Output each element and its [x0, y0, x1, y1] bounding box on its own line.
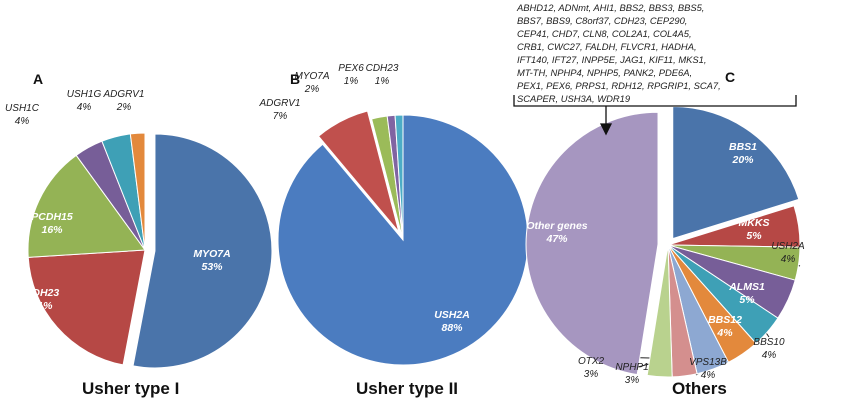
other-genes-line: CEP41, CHD7, CLN8, COL2A1, COL4A5,	[517, 28, 692, 39]
slice-value-others-other-genes: 47%	[545, 233, 568, 245]
slice-value-others-vps13b: 4%	[701, 370, 716, 381]
slice-label-usher-type-1-ush1g: USH1G	[67, 89, 102, 100]
slice-value-usher-type-1-ush1g: 4%	[77, 102, 92, 113]
slice-label-others-otx2: OTX2	[578, 356, 605, 367]
slice-value-usher-type-1-adgrv1: 2%	[116, 102, 132, 113]
pie-slice-others-bbs1	[672, 106, 800, 240]
slice-value-others-ush2a: 4%	[781, 254, 796, 265]
slice-label-others-ush2a: USH2A	[771, 241, 805, 252]
slice-label-others-alms1: ALMS1	[728, 281, 765, 293]
other-genes-line: SCAPER, USH3A, WDR19	[517, 93, 631, 104]
slice-value-usher-type-1-myo7a: 53%	[201, 261, 223, 273]
slice-label-usher-type-2-pex6: PEX6	[338, 63, 364, 74]
slice-value-usher-type-2-ush2a: 88%	[441, 322, 463, 334]
slice-label-usher-type-1-cdh23: CDH23	[25, 287, 60, 299]
slice-label-others-other-genes: Other genes	[526, 220, 587, 232]
other-genes-line: BBS7, BBS9, C8orf37, CDH23, CEP290,	[517, 15, 687, 26]
other-genes-bracket	[513, 95, 797, 136]
slice-label-others-vps13b: VPS13B	[689, 357, 727, 368]
slice-value-usher-type-1-ush1c: 4%	[15, 116, 30, 127]
slice-label-usher-type-1-pcdh15: PCDH15	[31, 211, 73, 223]
pie-slice-usher-type-1-adgrv1	[129, 132, 146, 251]
slice-label-others-bbs10: BBS10	[753, 337, 785, 348]
slice-value-usher-type-1-cdh23: 21%	[30, 300, 53, 312]
pie-slice-usher-type-2-adgrv1	[317, 110, 400, 233]
slice-label-usher-type-1-ush1c: USH1C	[5, 103, 40, 114]
slice-label-usher-type-1-myo7a: MYO7A	[193, 248, 230, 260]
title-usher-type-2: Usher type II	[356, 379, 458, 398]
slice-value-others-bbs10: 4%	[762, 350, 777, 361]
panel-label-b: B	[290, 71, 300, 87]
other-genes-line: PEX1, PEX6, PRPS1, RDH12, RPGRIP1, SCA7,	[517, 80, 721, 91]
title-others: Others	[672, 379, 727, 398]
panel-label-a: A	[33, 71, 43, 87]
slice-labels: MYO7A53%CDH2321%PCDH1516%USH1C4%USH1G4%A…	[5, 63, 805, 386]
slice-value-usher-type-2-adgrv1: 7%	[273, 111, 288, 122]
pie-slice-usher-type-1-pcdh15	[27, 154, 146, 258]
slice-label-others-bbs1: BBS1	[729, 141, 757, 153]
pie-slice-usher-type-2-cdh23	[394, 114, 404, 241]
slice-label-usher-type-2-ush2a: USH2A	[434, 309, 470, 321]
other-genes-line: IFT140, IFT27, INPP5E, JAG1, KIF11, MKS1…	[517, 54, 706, 65]
slice-value-others-bbs12: 4%	[716, 327, 733, 339]
panel-label-c: C	[725, 69, 735, 85]
other-genes-line: ABHD12, ADNmt, AHI1, BBS2, BBS3, BBS5,	[516, 2, 704, 13]
slice-label-usher-type-1-adgrv1: ADGRV1	[103, 89, 145, 100]
slice-value-others-mkks: 5%	[746, 230, 762, 242]
slice-value-others-alms1: 5%	[739, 294, 755, 306]
other-genes-line: CRB1, CWC27, FALDH, FLVCR1, HADHA,	[517, 41, 697, 52]
slice-label-usher-type-2-adgrv1: ADGRV1	[259, 98, 301, 109]
slice-label-usher-type-2-myo7a: MYO7A	[294, 71, 329, 82]
pie-slice-usher-type-1-myo7a	[132, 133, 273, 369]
title-usher-type-1: Usher type I	[82, 379, 179, 398]
slice-value-usher-type-2-pex6: 1%	[344, 76, 359, 87]
slice-value-others-bbs1: 20%	[731, 154, 754, 166]
slice-label-others-mkks: MKKS	[739, 217, 770, 229]
slice-value-usher-type-2-cdh23: 1%	[375, 76, 390, 87]
pie-slice-others-otx2	[646, 244, 673, 378]
slice-label-others-nphp1: NPHP1	[615, 362, 648, 373]
slice-label-others-bbs12: BBS12	[708, 314, 742, 326]
slice-value-usher-type-2-myo7a: 2%	[304, 84, 320, 95]
pie-slice-usher-type-1-cdh23	[27, 249, 146, 366]
slice-value-others-otx2: 3%	[584, 369, 599, 380]
other-genes-list: ABHD12, ADNmt, AHI1, BBS2, BBS3, BBS5, B…	[516, 2, 721, 104]
slice-value-others-nphp1: 3%	[625, 375, 640, 386]
pie-slices	[27, 106, 801, 378]
slice-value-usher-type-1-pcdh15: 16%	[41, 224, 63, 236]
other-genes-line: MT-TH, NPHP4, NPHP5, PANK2, PDE6A,	[517, 67, 692, 78]
slice-label-usher-type-2-cdh23: CDH23	[366, 63, 399, 74]
